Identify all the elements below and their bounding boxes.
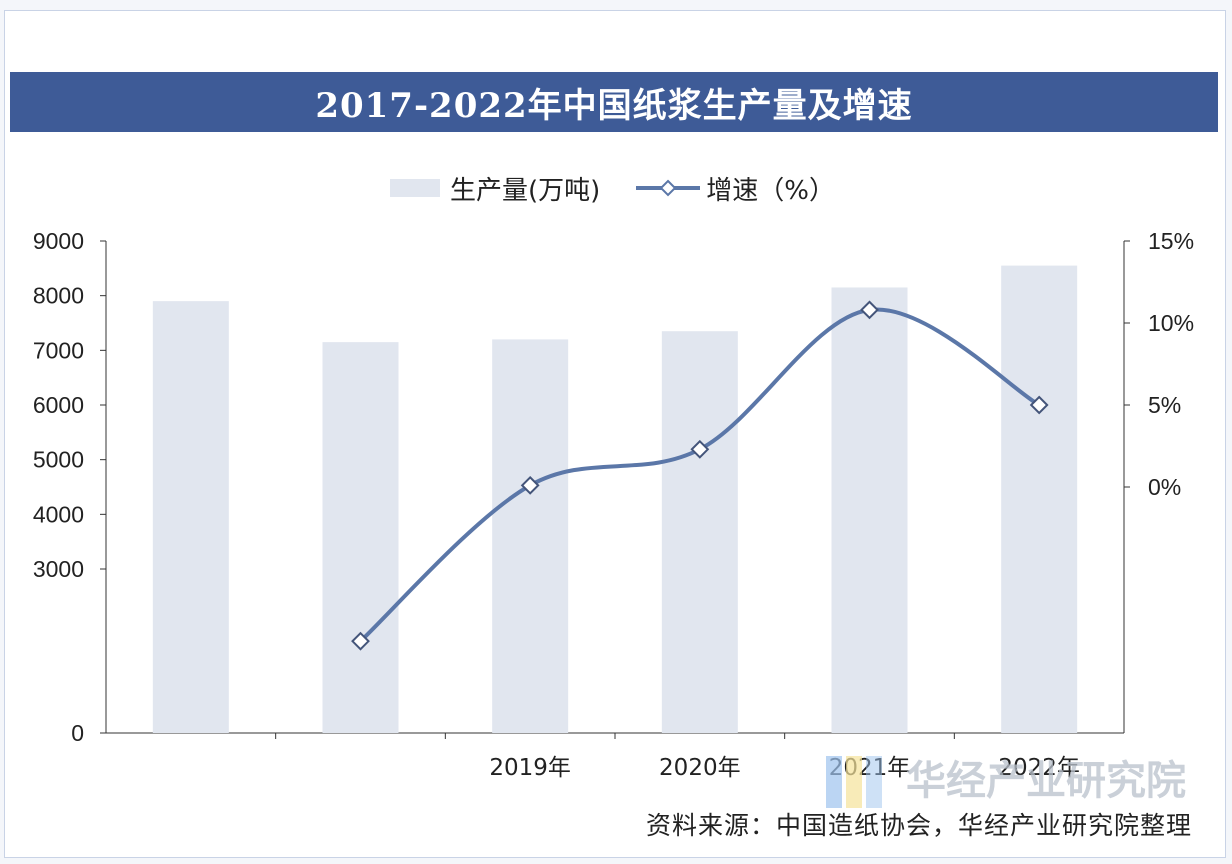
chart-legend: 生产量(万吨) 增速（%）: [390, 168, 871, 208]
bar: [661, 331, 738, 733]
growth-point: [690, 439, 710, 459]
bar: [492, 339, 569, 733]
chart-title: 2017-2022年中国纸浆生产量及增速: [315, 85, 913, 126]
bar: [322, 342, 399, 733]
bar: [831, 287, 908, 733]
legend-line-swatch: [636, 179, 701, 197]
title-bar: 2017-2022年中国纸浆生产量及增速: [10, 72, 1218, 132]
bar: [1001, 265, 1078, 733]
left-tick-label: 6000: [33, 392, 84, 418]
bar: [152, 301, 229, 733]
right-tick-label: 15%: [1148, 228, 1194, 254]
watermark-logo-icon: [826, 756, 882, 808]
legend-bar-label: 生产量(万吨): [450, 175, 601, 206]
right-tick-label: 10%: [1148, 310, 1194, 336]
left-tick-label: 9000: [33, 228, 84, 254]
x-tick-label: 2019年: [489, 755, 571, 781]
growth-point: [520, 475, 540, 495]
legend-line-label: 增速（%）: [706, 175, 836, 206]
left-tick-label: 3000: [33, 556, 84, 582]
left-tick-label: 8000: [33, 283, 84, 309]
legend-item-growth: 增速（%）: [636, 170, 835, 207]
legend-bar-swatch: [390, 179, 440, 197]
watermark-text: 华经产业研究院: [906, 758, 1186, 804]
legend-item-production: 生产量(万吨): [390, 170, 600, 207]
growth-point: [860, 300, 879, 320]
growth-point: [1029, 395, 1049, 415]
right-tick-label: 0%: [1148, 474, 1181, 500]
left-tick-label: 7000: [33, 337, 84, 363]
left-tick-label: 5000: [33, 447, 84, 473]
left-tick-label: 4000: [33, 501, 84, 527]
growth-point: [351, 631, 370, 651]
x-tick-label: 2022年: [998, 755, 1080, 781]
source-note: 资料来源：中国造纸协会，华经产业研究院整理: [645, 811, 1192, 840]
right-tick-label: 5%: [1148, 392, 1181, 418]
left-tick-label: 0: [71, 720, 84, 746]
x-tick-label: 2020年: [659, 755, 741, 781]
